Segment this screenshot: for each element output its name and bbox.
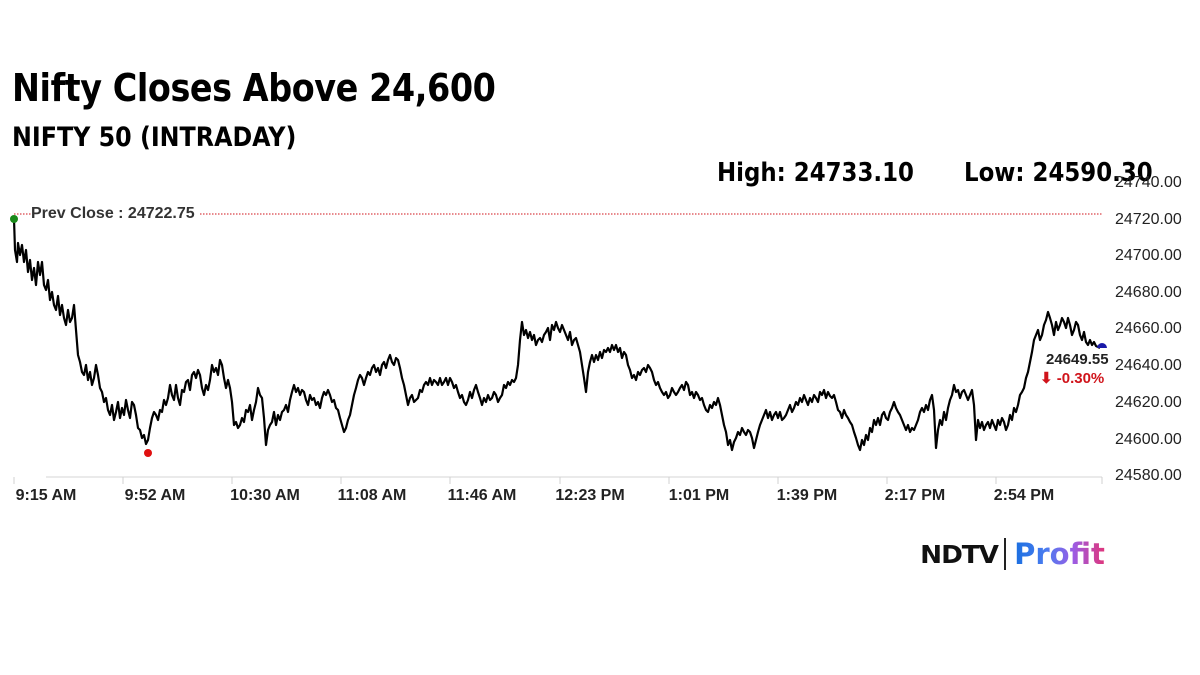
y-tick: 24600.00 bbox=[1115, 431, 1182, 448]
x-tick: 11:08 AM bbox=[337, 487, 407, 504]
x-tick: 2:54 PM bbox=[993, 487, 1055, 504]
chart-subtitle: NIFTY 50 (INTRADAY) bbox=[12, 122, 297, 153]
x-tick: 10:30 AM bbox=[230, 487, 300, 504]
x-tick: 9:15 AM bbox=[15, 487, 77, 504]
profit-wordmark: Profit bbox=[1014, 537, 1105, 571]
high-value: High: 24733.10 bbox=[717, 158, 914, 188]
x-tick: 11:46 AM bbox=[447, 487, 517, 504]
y-tick: 24720.00 bbox=[1115, 211, 1182, 228]
x-tick: 1:39 PM bbox=[776, 487, 838, 504]
y-tick: 24700.00 bbox=[1115, 247, 1182, 264]
y-tick: 24640.00 bbox=[1115, 357, 1182, 374]
low-value: Low: 24590.30 bbox=[964, 158, 1153, 188]
x-axis-ticks bbox=[13, 477, 1103, 484]
open-marker bbox=[10, 215, 18, 223]
chart-title: Nifty Closes Above 24,600 bbox=[12, 66, 496, 110]
y-tick: 24660.00 bbox=[1115, 320, 1182, 337]
last-price-marker bbox=[1097, 343, 1107, 348]
x-tick: 9:52 AM bbox=[124, 487, 186, 504]
y-tick: 24680.00 bbox=[1115, 284, 1182, 301]
ndtv-wordmark: NDTV bbox=[920, 539, 999, 569]
logo-divider bbox=[1004, 538, 1007, 570]
day-low-marker bbox=[144, 449, 152, 457]
x-tick: 12:23 PM bbox=[555, 487, 625, 504]
x-tick: 1:01 PM bbox=[668, 487, 730, 504]
last-price-label: 24649.55 bbox=[1046, 351, 1109, 368]
y-tick: 24620.00 bbox=[1115, 394, 1182, 411]
brand-logo: NDTV Profit bbox=[920, 534, 1105, 574]
price-line bbox=[12, 218, 1101, 452]
x-tick: 2:17 PM bbox=[884, 487, 946, 504]
change-percent-label: ⬇ -0.30% bbox=[1040, 370, 1105, 387]
y-tick: 24740.00 bbox=[1115, 174, 1182, 191]
y-tick: 24580.00 bbox=[1115, 467, 1182, 484]
prev-close-label: Prev Close : 24722.75 bbox=[31, 205, 199, 223]
